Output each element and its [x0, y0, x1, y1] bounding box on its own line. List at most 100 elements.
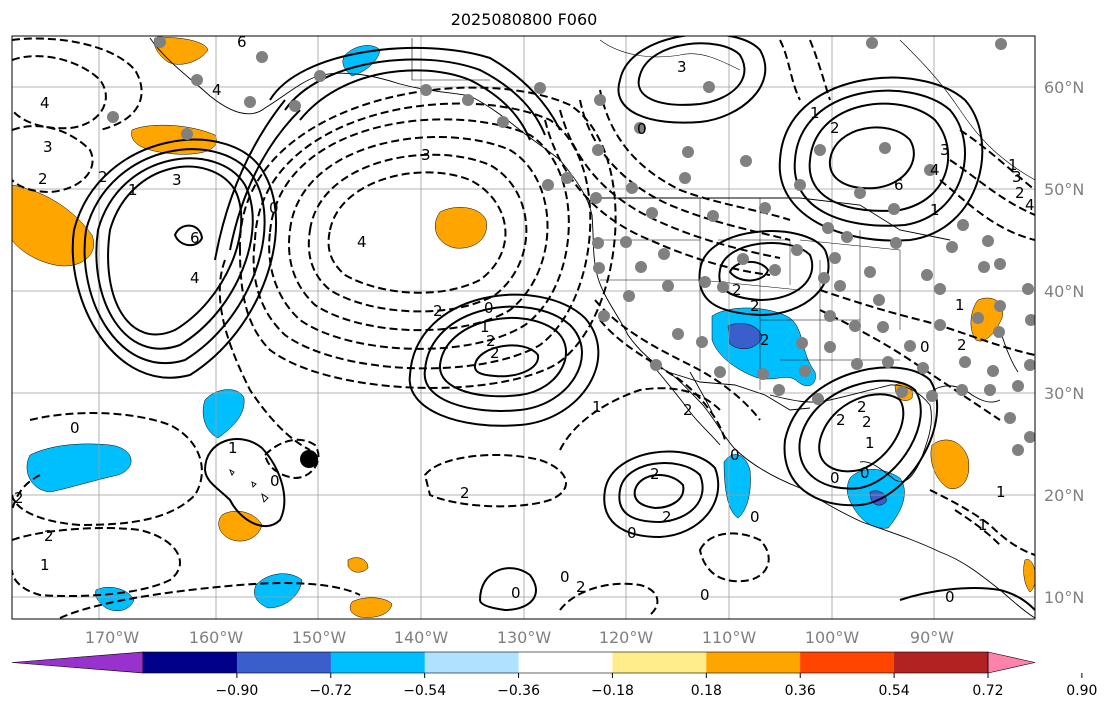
- contour-label: 0: [637, 120, 647, 138]
- colorbar-tick-label: 0.54: [879, 683, 910, 699]
- contour-label: 2: [857, 398, 867, 416]
- contour-label: 6: [237, 33, 247, 51]
- contour-label: 1: [480, 318, 490, 336]
- cold-region: [95, 587, 135, 611]
- contour-label: 0: [627, 524, 637, 542]
- lon-label: 170°W: [85, 628, 140, 647]
- contour-label: 2: [662, 508, 672, 526]
- colorbar-tick-label: 0.18: [691, 683, 722, 699]
- colorbar-tick-label: −0.72: [309, 683, 352, 699]
- canada-coast: [411, 38, 1035, 181]
- lat-label: 40°N: [1044, 282, 1084, 301]
- cold-region: [723, 454, 751, 519]
- lat-label: 50°N: [1044, 180, 1084, 199]
- contour-label: 0: [270, 472, 280, 490]
- contour-label: 0: [269, 199, 279, 217]
- contour-label: 1: [955, 296, 965, 314]
- colorbar-tick-label: −0.36: [497, 683, 540, 699]
- contour-label: 3: [172, 171, 182, 189]
- colorbar-swatch: [518, 652, 613, 673]
- contour-label: 1: [40, 556, 50, 574]
- contour-label: 3: [940, 141, 950, 159]
- contour-label: 2: [433, 302, 443, 320]
- contour-label: 2: [460, 484, 470, 502]
- contour-label: 2: [44, 527, 54, 545]
- contour-label: 2: [98, 168, 108, 186]
- lon-label: 120°W: [599, 628, 654, 647]
- alaska-coast: [149, 37, 561, 161]
- cold-region: [26, 443, 132, 493]
- lon-label: 130°W: [497, 628, 552, 647]
- contour-label: 1: [865, 434, 875, 452]
- contour-label: 2: [862, 413, 872, 431]
- cold-region: [727, 323, 763, 350]
- contour-label: 6: [190, 229, 200, 247]
- hawaii: [229, 469, 269, 503]
- figure-title: 2025080800 F060: [450, 10, 598, 29]
- colorbar-frame: [142, 651, 989, 674]
- colorbar-swatch: [800, 652, 895, 673]
- contour-label: 4: [357, 233, 367, 251]
- contour-label: 1: [128, 181, 138, 199]
- us-canada-border: [592, 197, 951, 241]
- location-marker: [300, 450, 318, 468]
- colorbar-extend-low: [11, 651, 144, 674]
- contour-label: 2: [486, 332, 496, 350]
- contour-label: 2: [38, 170, 48, 188]
- colorbar-swatch: [236, 652, 332, 673]
- contour-label: 0: [70, 419, 80, 437]
- colorbar: −0.90 −0.72 −0.54 −0.36 −0.18 0.18 0.36 0.54 0.7…: [11, 651, 1097, 699]
- contour-label: 4: [212, 81, 222, 99]
- contour-label: 0: [945, 588, 955, 606]
- lon-label: 160°W: [189, 628, 244, 647]
- colorbar-swatch: [706, 652, 801, 673]
- contour-label: 0: [511, 584, 521, 602]
- gulf-coast: [769, 384, 932, 482]
- contour-label: 1: [592, 398, 602, 416]
- contour-label: 2: [750, 297, 760, 315]
- longitude-labels: 170°W 160°W 150°W 140°W 130°W 120°W 110°…: [85, 628, 954, 647]
- warm-region: [930, 439, 970, 489]
- contour-label: 1: [930, 201, 940, 219]
- lat-label: 10°N: [1044, 588, 1084, 607]
- colorbar-swatch: [330, 652, 426, 673]
- contour-label: 3: [43, 138, 53, 156]
- contour-label: 2: [836, 411, 846, 429]
- cold-region: [202, 389, 245, 439]
- contour-label: 2: [830, 119, 840, 137]
- contour-label: 1: [978, 516, 988, 534]
- lat-label: 20°N: [1044, 486, 1084, 505]
- contour-label: 0: [730, 446, 740, 464]
- contour-label: 2: [732, 281, 742, 299]
- contour-label: 0: [830, 469, 840, 487]
- latitude-labels: 60°N 50°N 40°N 30°N 20°N 10°N: [1044, 78, 1084, 607]
- contour-label: 0: [920, 338, 930, 356]
- colorbar-swatch: [143, 652, 238, 673]
- solid-contours: [71, 36, 1035, 612]
- contour-label: 1: [810, 104, 820, 122]
- lon-label: 140°W: [394, 628, 449, 647]
- warm-region: [1023, 559, 1035, 593]
- contour-label: 0: [560, 568, 570, 586]
- cold-region: [254, 573, 303, 609]
- contour-label: 2: [1015, 184, 1025, 202]
- contour-label: 2: [576, 578, 586, 596]
- lon-label: 110°W: [702, 628, 757, 647]
- contour-label: 2: [683, 401, 693, 419]
- contour-label: 4: [1025, 196, 1035, 214]
- colorbar-tick-label: −0.90: [215, 683, 258, 699]
- contour-label: 0: [860, 464, 870, 482]
- colorbar-tick-label: 0.72: [972, 683, 1003, 699]
- colorbar-swatch: [612, 652, 707, 673]
- colorbar-swatch: [894, 652, 989, 673]
- contour-label: 3: [677, 58, 687, 76]
- contour-label: 2: [490, 344, 500, 362]
- colorbar-extend-high: [987, 651, 1036, 674]
- colorbar-tick-label: −0.54: [403, 683, 446, 699]
- contour-label: 1: [1008, 156, 1018, 174]
- contour-label: 1: [228, 439, 238, 457]
- contour-label: 0: [750, 508, 760, 526]
- lon-label: 90°W: [910, 628, 954, 647]
- contour-labels: 6 4 3 2 2 1 3 4 6 0 3 4 4 2 0 1 2 2 0 1 …: [14, 33, 1035, 606]
